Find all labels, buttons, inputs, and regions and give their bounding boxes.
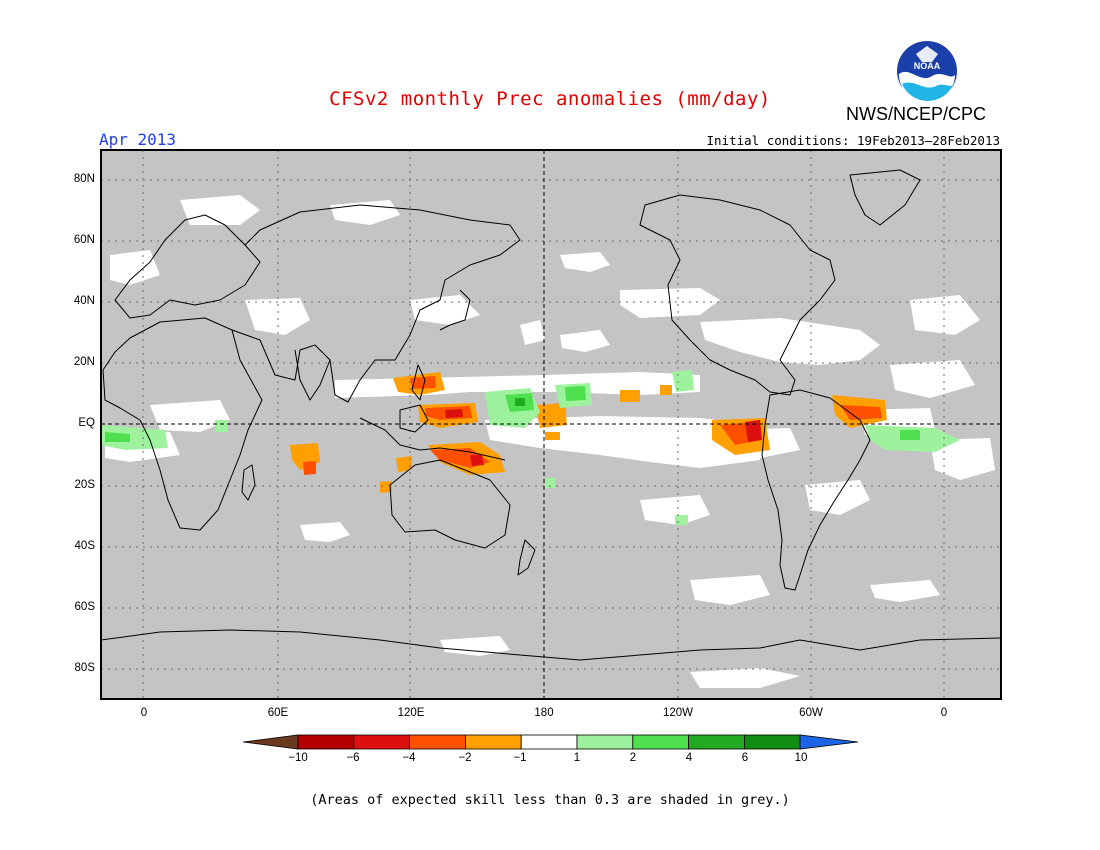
- noaa-logo-text: NOAA: [914, 61, 941, 71]
- coast-greenland: [849, 169, 921, 226]
- coast-australia: [389, 459, 511, 549]
- skill-footnote: (Areas of expected skill less than 0.3 a…: [310, 792, 790, 808]
- colorbar-box-3: [409, 734, 466, 750]
- coast-north-america: [639, 194, 836, 396]
- near-zero-patches: [105, 195, 995, 688]
- colorbar-box-4: [464, 734, 522, 750]
- colorbar-box-2: [353, 734, 410, 750]
- lat-label-20n: 20N: [73, 356, 95, 368]
- colorbar-box-1: [297, 734, 355, 750]
- wet-anomaly-moderate: [105, 386, 920, 442]
- coast-india: [294, 349, 331, 401]
- colorbar-box-6: [576, 734, 634, 750]
- lat-label-60n: 60N: [73, 234, 95, 246]
- coast-europe: [114, 214, 261, 319]
- lon-label-60e: 60E: [267, 707, 289, 719]
- coast-madagascar: [241, 464, 256, 501]
- coast-philippines: [411, 364, 426, 401]
- colorbar-box-5: [520, 734, 578, 750]
- colorbar-arrow-high: [799, 734, 859, 750]
- coast-japan: [439, 289, 471, 331]
- initial-conditions: Initial conditions: 19Feb2013–28Feb2013: [706, 133, 1001, 148]
- agency-label: NWS/NCEP/CPC: [846, 104, 987, 124]
- forecast-month: Apr 2013: [99, 130, 177, 149]
- noaa-logo: NOAA: [897, 41, 957, 102]
- lon-label-0-west: 0: [140, 707, 148, 719]
- map-title: CFSv2 monthly Prec anomalies (mm/day): [329, 88, 771, 110]
- lat-label-20s: 20S: [74, 479, 95, 491]
- colorbar-label-neg4: −4: [402, 752, 416, 764]
- colorbar-label-10: 10: [794, 752, 808, 764]
- map-frame: [100, 149, 1002, 700]
- lat-label-60s: 60S: [74, 601, 95, 613]
- coast-indonesia: [359, 417, 506, 461]
- colorbar-box-8: [688, 734, 745, 750]
- colorbar-arrow-low: [242, 734, 299, 750]
- colorbar-box-7: [632, 734, 689, 750]
- lon-label-180: 180: [534, 707, 554, 719]
- lat-label-80s: 80S: [74, 662, 95, 674]
- colorbar-label-neg2: −2: [458, 752, 472, 764]
- coast-south-america: [761, 389, 871, 591]
- lat-label-40n: 40N: [73, 295, 95, 307]
- colorbar-label-neg6: −6: [346, 752, 360, 764]
- coast-antarctica: [101, 629, 1001, 661]
- lon-label-120w: 120W: [662, 707, 694, 719]
- colorbar-box-9: [744, 734, 801, 750]
- colorbar-boxes: [297, 734, 801, 750]
- coast-borneo: [399, 404, 429, 433]
- wet-anomaly-strong: [515, 398, 525, 406]
- colorbar-label-neg1: −1: [513, 752, 527, 764]
- coastlines: [101, 169, 1001, 661]
- colorbar-label-6: 6: [741, 752, 749, 764]
- colorbar-label-1: 1: [573, 752, 581, 764]
- colorbar-label-2: 2: [629, 752, 637, 764]
- lon-label-60w: 60W: [799, 707, 823, 719]
- coast-africa: [102, 317, 263, 531]
- coast-newzealand: [517, 539, 536, 576]
- lon-label-0-east: 0: [940, 707, 948, 719]
- colorbar-label-4: 4: [685, 752, 693, 764]
- coast-asia: [231, 204, 521, 403]
- colorbar-label-neg10: −10: [288, 752, 308, 764]
- lat-label-80n: 80N: [73, 173, 95, 185]
- lat-label-eq: EQ: [78, 417, 95, 429]
- lat-label-40s: 40S: [74, 540, 95, 552]
- dry-anomaly-strong: [445, 409, 762, 466]
- lon-label-120e: 120E: [397, 707, 425, 719]
